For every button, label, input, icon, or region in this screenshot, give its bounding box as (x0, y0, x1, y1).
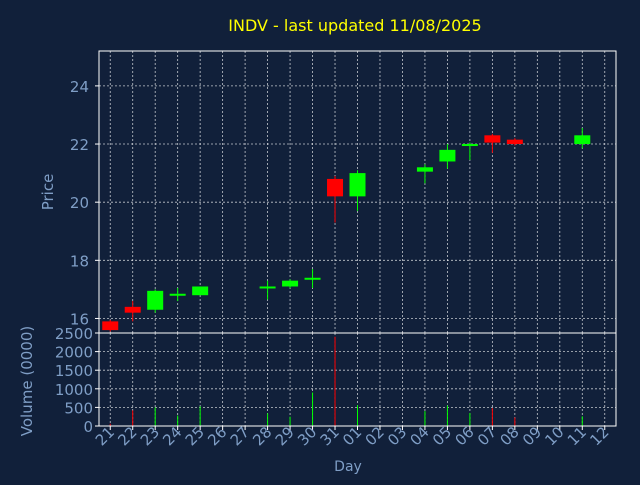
volume-tick-label: 500 (64, 399, 93, 417)
volume-tick-label: 1000 (55, 381, 93, 399)
chart-title: INDV - last updated 11/08/2025 (228, 16, 481, 35)
candle-body (169, 293, 186, 296)
volume-axis-label: Volume (0000) (18, 326, 36, 436)
volume-tick-label: 2500 (55, 325, 93, 343)
price-axis-label: Price (39, 174, 57, 211)
candle-body (259, 286, 276, 289)
candle-body (574, 135, 591, 145)
candle-body (506, 139, 523, 145)
x-tick-label: 12 (586, 423, 612, 449)
candle-body (304, 277, 321, 280)
price-tick-label: 20 (70, 194, 89, 212)
price-tick-label: 18 (70, 252, 89, 270)
x-tick-labels: 2122232425262728293031010203040506070809… (92, 423, 613, 449)
x-axis-label: Day (334, 459, 362, 475)
candle-body (484, 135, 501, 143)
candle-body (147, 290, 164, 310)
candle-body (102, 321, 119, 331)
price-tick-label: 24 (70, 78, 89, 96)
candle-body (416, 167, 433, 172)
candle-body (192, 286, 209, 296)
price-tick-label: 16 (70, 310, 89, 328)
candle-body (124, 306, 141, 313)
price-tick-label: 22 (70, 136, 89, 154)
volume-tick-label: 1500 (55, 362, 93, 380)
candle-body (439, 149, 456, 162)
candle-body (461, 144, 478, 147)
volume-tick-label: 2000 (55, 344, 93, 362)
volume-tick-label: 0 (83, 418, 93, 436)
candle-body (327, 178, 344, 197)
candle-body (282, 280, 299, 287)
price-panel: 16 18 20 22 24 (70, 50, 617, 334)
candle-body (349, 173, 366, 197)
